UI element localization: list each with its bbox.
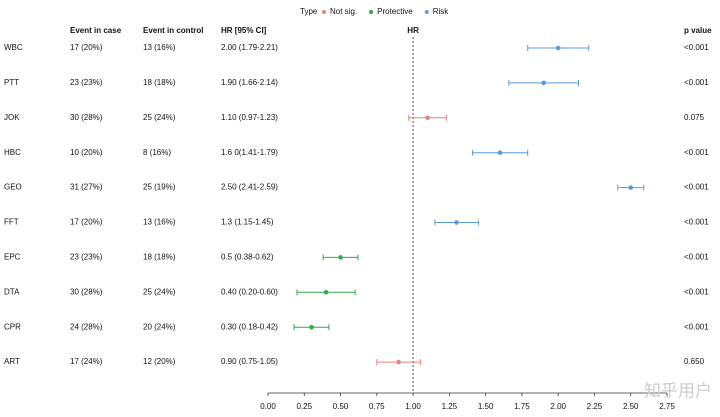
p-value-cell: <0.001 (684, 218, 709, 227)
p-value-cell: 0.650 (684, 357, 705, 366)
column-header: Event in case (70, 26, 122, 35)
x-tick-label: 1.25 (442, 402, 458, 411)
p-value-cell: <0.001 (684, 287, 709, 296)
control-cell: 8 (16%) (143, 148, 171, 157)
control-cell: 25 (24%) (143, 287, 176, 296)
column-header: p value (684, 26, 712, 35)
control-cell: 20 (24%) (143, 322, 176, 331)
p-value-cell: <0.001 (684, 43, 709, 52)
row-label: ART (4, 357, 20, 366)
case-cell: 23 (23%) (70, 253, 103, 262)
ci-cell: 0.90 (0.75-1.05) (221, 357, 278, 366)
p-value-cell: <0.001 (684, 183, 709, 192)
hr-point (309, 324, 314, 330)
legend-label: Risk (433, 7, 450, 16)
ci-cell: 1.10 (0.97-1.23) (221, 113, 278, 122)
case-cell: 31 (27%) (70, 183, 103, 192)
column-header: Event in control (143, 26, 203, 35)
hr-point (541, 80, 546, 86)
case-cell: 17 (24%) (70, 357, 103, 366)
row-label: GEO (4, 183, 22, 192)
ci-cell: 0.5 (0.38-0.62) (221, 253, 274, 262)
p-value-cell: 0.075 (684, 113, 705, 122)
x-tick-label: 0.00 (260, 402, 276, 411)
case-cell: 30 (28%) (70, 287, 103, 296)
hr-point (497, 150, 503, 155)
case-cell: 24 (28%) (70, 322, 103, 331)
x-tick-label: 1.50 (478, 402, 494, 411)
x-tick-label: 2.25 (587, 402, 603, 411)
hr-point (628, 185, 634, 190)
x-tick-label: 0.75 (369, 402, 385, 411)
legend-label: Protective (377, 7, 413, 16)
row-label: PTT (4, 78, 19, 87)
row-label: FFT (4, 218, 19, 227)
row-label: WBC (4, 43, 23, 52)
hr-point (338, 255, 343, 260)
legend-title: Type (300, 7, 318, 16)
ci-cell: 2.50 (2.41-2.59) (221, 183, 278, 192)
column-header: HR [95% CI] (221, 26, 267, 35)
case-cell: 30 (28%) (70, 113, 103, 122)
hr-point (396, 359, 401, 365)
x-tick-label: 2.00 (550, 402, 566, 411)
legend-marker (424, 10, 429, 14)
ci-cell: 1.3 (1.15-1.45) (221, 218, 274, 227)
x-tick-label: 0.25 (296, 402, 312, 411)
case-cell: 10 (20%) (70, 148, 103, 157)
control-cell: 12 (20%) (143, 357, 176, 366)
p-value-cell: <0.001 (684, 253, 709, 262)
legend-marker (322, 10, 326, 14)
control-cell: 25 (24%) (143, 113, 176, 122)
control-cell: 18 (18%) (143, 253, 176, 262)
x-tick-label: 2.75 (659, 402, 675, 411)
ci-cell: 0.30 (0.18-0.42) (221, 322, 278, 331)
legend-label: Not sig. (330, 7, 357, 16)
hr-point (323, 290, 329, 295)
hr-point (454, 220, 459, 225)
row-label: JOK (4, 113, 20, 122)
ci-cell: 1.6 0(1.41-1.79) (221, 148, 278, 157)
watermark: 知乎用户 (644, 381, 712, 400)
control-cell: 13 (16%) (143, 218, 176, 227)
row-label: DTA (4, 287, 20, 296)
control-cell: 13 (16%) (143, 43, 176, 52)
x-tick-label: 1.75 (514, 402, 530, 411)
ci-cell: 2.00 (1.79-2.21) (221, 43, 278, 52)
column-header: HR (407, 26, 419, 35)
p-value-cell: <0.001 (684, 78, 709, 87)
case-cell: 23 (23%) (70, 78, 103, 87)
case-cell: 17 (20%) (70, 218, 103, 227)
control-cell: 25 (19%) (143, 183, 176, 192)
row-label: HBC (4, 148, 21, 157)
hr-point (425, 115, 430, 121)
p-value-cell: <0.001 (684, 322, 709, 331)
ci-cell: 0.40 (0.20-0.60) (221, 287, 278, 296)
row-label: CPR (4, 322, 21, 331)
ci-cell: 1.90 (1.66-2.14) (221, 78, 278, 87)
p-value-cell: <0.001 (684, 148, 709, 157)
x-tick-label: 2.50 (623, 402, 639, 411)
hr-point (555, 45, 561, 51)
x-tick-label: 0.50 (333, 402, 349, 411)
case-cell: 17 (20%) (70, 43, 103, 52)
row-label: EPC (4, 253, 21, 262)
x-tick-label: 1.00 (405, 402, 421, 411)
control-cell: 18 (18%) (143, 78, 176, 87)
legend-marker (369, 10, 374, 14)
